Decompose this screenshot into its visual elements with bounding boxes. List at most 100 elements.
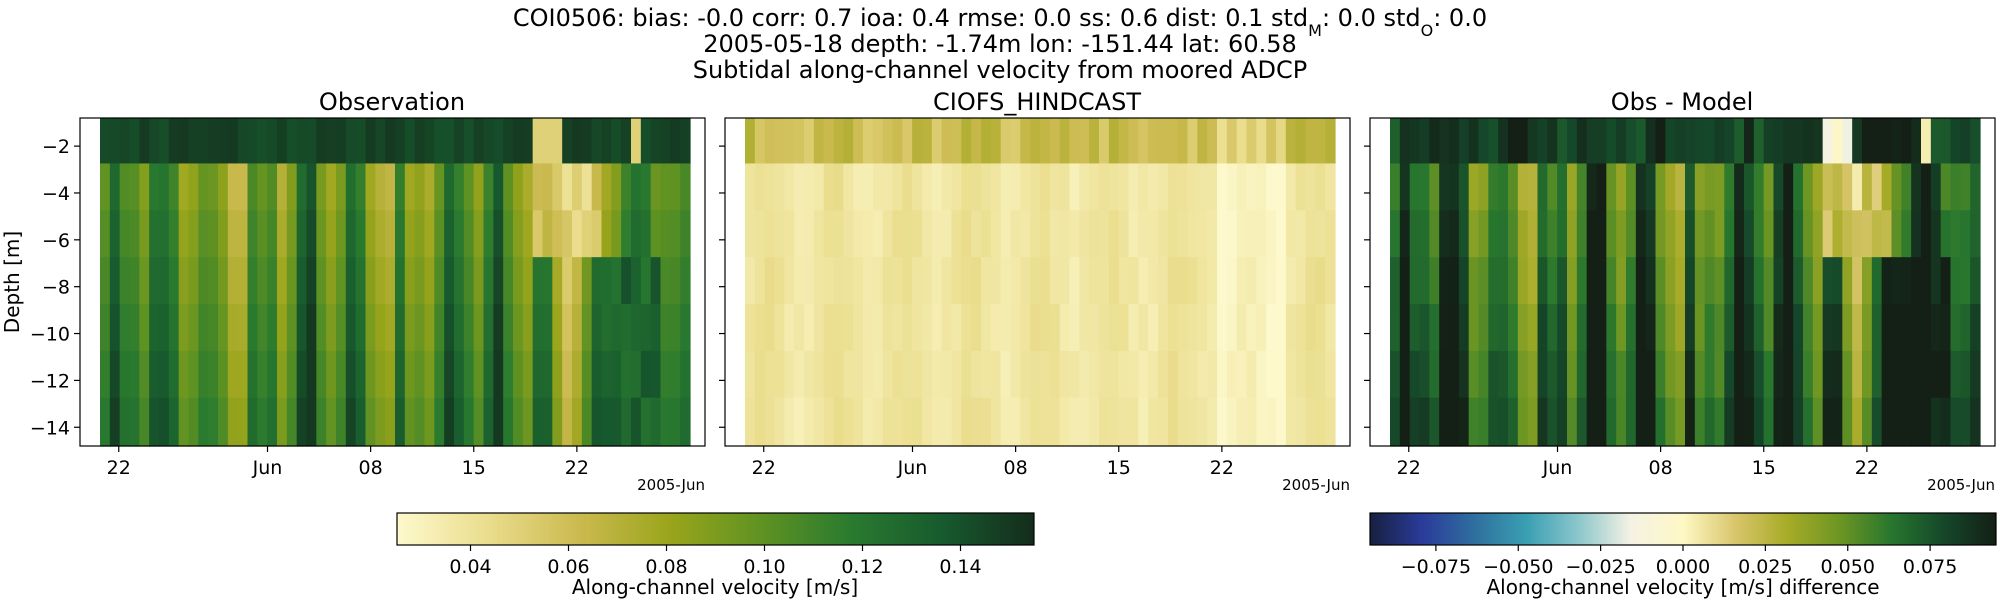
heatmap-cell (1197, 257, 1208, 305)
heatmap-cell (611, 163, 622, 211)
heatmap-cell (1812, 397, 1824, 447)
heatmap-cell (1635, 210, 1647, 258)
heatmap-cell (1871, 350, 1883, 399)
heatmap-cell (1793, 304, 1804, 352)
heatmap-cell (833, 350, 844, 399)
heatmap-cell (208, 397, 219, 447)
heatmap-cell (892, 397, 903, 447)
heatmap-cell (375, 163, 386, 211)
heatmap-cell (1596, 350, 1607, 399)
heatmap-cell (355, 257, 367, 305)
heatmap-cell (1891, 350, 1902, 399)
heatmap-cell (532, 350, 544, 399)
heatmap-cell (1881, 210, 1893, 258)
heatmap-cell (1586, 350, 1598, 399)
heatmap-cell (843, 163, 854, 211)
heatmap-cell (1940, 350, 1952, 399)
heatmap-cell (951, 397, 962, 447)
heatmap-cell (473, 350, 485, 399)
heatmap-cell (1704, 397, 1716, 447)
colorbar-tick-label: 0.000 (1656, 556, 1710, 578)
heatmap-cell (631, 163, 642, 211)
heatmap-cell (1714, 257, 1725, 305)
heatmap-cell (375, 118, 386, 165)
heatmap-cell (572, 257, 583, 305)
heatmap-cell (1734, 304, 1745, 352)
heatmap-cell (1596, 304, 1607, 352)
heatmap-cell (650, 350, 662, 399)
heatmap-cell (1773, 118, 1784, 165)
heatmap-cell (813, 257, 825, 305)
heatmap-cell (345, 163, 357, 211)
heatmap-cell (208, 257, 219, 305)
heatmap-cell (1399, 304, 1411, 352)
heatmap-cell (1665, 210, 1676, 258)
heatmap-cell (794, 210, 805, 258)
heatmap-cell (444, 210, 455, 258)
heatmap-cell (454, 257, 465, 305)
heatmap-cell (1187, 118, 1198, 165)
heatmap-cell (1537, 397, 1548, 447)
heatmap-cell (1478, 257, 1489, 305)
heatmap-cell (296, 304, 308, 352)
heatmap-cell (1734, 257, 1745, 305)
y-tick-label: −10 (30, 324, 70, 346)
heatmap-cell (650, 304, 662, 352)
heatmap-cell (1177, 257, 1189, 305)
heatmap-cell (1616, 397, 1627, 447)
heatmap-cell (981, 163, 992, 211)
heatmap-cell (404, 257, 416, 305)
heatmap-cell (1246, 397, 1257, 447)
heatmap-cell (404, 397, 416, 447)
heatmap-cell (581, 257, 593, 305)
heatmap-cell (227, 118, 239, 165)
heatmap-cell (129, 397, 140, 447)
heatmap-cell (1911, 118, 1922, 165)
heatmap-cell (1940, 397, 1952, 447)
heatmap-cell (581, 210, 593, 258)
heatmap-cell (931, 350, 943, 399)
heatmap-cell (1266, 350, 1277, 399)
heatmap-cell (872, 257, 884, 305)
heatmap-cell (1256, 304, 1267, 352)
heatmap-cell (581, 163, 593, 211)
heatmap-cell (1207, 257, 1218, 305)
heatmap-cell (1000, 397, 1012, 447)
heatmap-cell (1468, 210, 1480, 258)
heatmap-cell (1478, 163, 1489, 211)
heatmap-cell (1138, 257, 1149, 305)
heatmap-cell (670, 304, 681, 352)
heatmap-cell (1059, 210, 1071, 258)
heatmap-cell (395, 257, 406, 305)
heatmap-cell (843, 397, 854, 447)
heatmap-cell (1970, 257, 1981, 305)
heatmap-cell (1099, 304, 1110, 352)
heatmap-cell (1049, 210, 1061, 258)
y-axis (719, 145, 725, 428)
heatmap-cell (1177, 350, 1189, 399)
heatmap-cell (892, 350, 903, 399)
heatmap-cell (1207, 350, 1218, 399)
heatmap-cell (414, 397, 426, 447)
heatmap-cell (591, 257, 603, 305)
heatmap-cell (872, 304, 884, 352)
heatmap-cell (198, 350, 209, 399)
heatmap-cell (414, 118, 426, 165)
heatmap-cell (1753, 163, 1765, 211)
heatmap-cell (1439, 163, 1450, 211)
heatmap-cell (670, 257, 681, 305)
heatmap-cell (990, 397, 1002, 447)
heatmap-cell (1685, 350, 1696, 399)
heatmap-cell (1217, 210, 1228, 258)
heatmap-cell (1547, 163, 1558, 211)
heatmap-cell (1167, 163, 1179, 211)
heatmap-cell (1724, 257, 1735, 305)
heatmap-cell (493, 210, 504, 258)
heatmap-cell (631, 257, 642, 305)
colorbar-tick-label: 0.10 (743, 556, 785, 578)
heatmap-cell (631, 118, 642, 165)
heatmap-cell (1325, 397, 1336, 447)
heatmap-cell (1694, 257, 1706, 305)
heatmap-cell (1586, 210, 1598, 258)
heatmap-cell (493, 163, 504, 211)
